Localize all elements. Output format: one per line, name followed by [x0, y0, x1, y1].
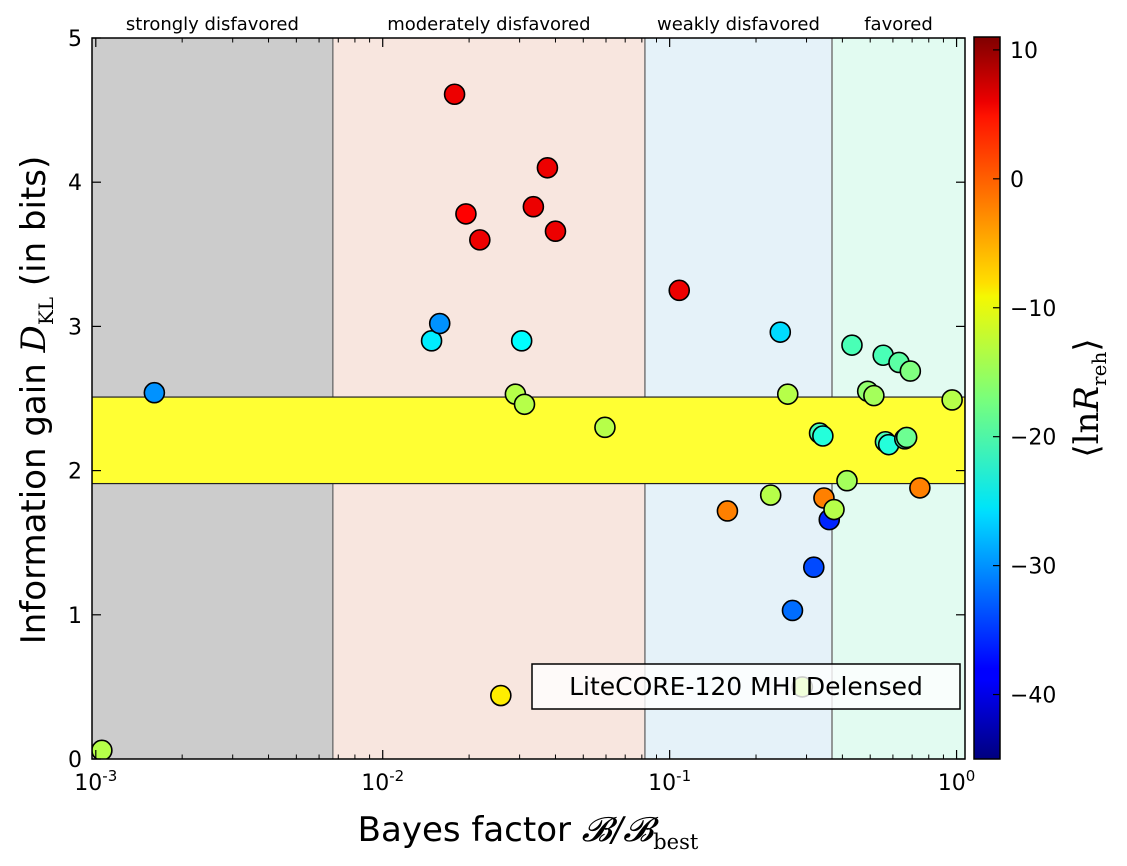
y-tick-label: 0 [68, 748, 82, 773]
data-point [759, 484, 782, 506]
colorbar-tick-label: −30 [1010, 555, 1056, 580]
region-label: moderately disfavored [387, 14, 590, 35]
y-axis-title: Information gain DKL (in bits) [14, 156, 58, 645]
data-point [544, 220, 567, 243]
data-point [420, 330, 443, 352]
y-tick-label: 4 [68, 171, 82, 196]
data-point [455, 203, 477, 225]
x-tick-label: 10-1 [648, 767, 691, 796]
data-point [668, 279, 691, 302]
data-point [895, 426, 918, 449]
data-point [594, 416, 616, 439]
data-point [781, 599, 804, 622]
data-point [899, 360, 922, 382]
colorbar-tick-label: −20 [1010, 426, 1056, 451]
region-labels: strongly disfavored moderately disfavored… [126, 14, 933, 35]
x-tick-label: 100 [938, 767, 976, 796]
data-point [92, 739, 113, 759]
x-tick-label: 10-2 [361, 767, 404, 796]
data-point [536, 156, 559, 179]
colorbar-tick-label: −10 [1010, 297, 1056, 322]
x-axis-title: Bayes factor 𝓑/𝓑best [358, 810, 699, 854]
y-tick-label: 1 [68, 604, 82, 629]
colorbar-tick-label: 0 [1010, 168, 1024, 193]
data-point [823, 498, 845, 521]
annotation-box: LiteCORE-120 MHI Delensed [531, 663, 961, 710]
data-point [776, 383, 799, 405]
data-point [716, 500, 739, 522]
colorbar-tick-label: 10 [1010, 39, 1038, 64]
data-point [443, 83, 466, 106]
plot-frame [91, 37, 966, 760]
data-point [812, 425, 834, 447]
data-point [909, 477, 931, 499]
region-label: strongly disfavored [126, 14, 299, 35]
data-point [841, 334, 863, 356]
data-point [941, 389, 963, 411]
data-point [510, 330, 533, 352]
region-label: weakly disfavored [657, 14, 820, 35]
colorbar-title: ⟨lnRreh⟩ [1067, 338, 1111, 457]
data-point [769, 321, 792, 343]
data-point [490, 684, 512, 707]
data-point [513, 393, 536, 416]
data-point [469, 229, 491, 251]
y-tick-label: 5 [68, 27, 82, 52]
data-point [143, 381, 166, 404]
region-label: favored [864, 14, 933, 35]
y-tick-label: 3 [68, 315, 82, 340]
data-point [803, 556, 825, 579]
data-point [863, 384, 885, 407]
axis-ticks: 10-3 10-2 10-1 100 0 1 2 3 4 5 [68, 27, 975, 796]
colorbar-ticks: 10 0 −10 −20 −30 −40 [993, 39, 1056, 709]
data-point [522, 195, 545, 218]
x-tick-label: 10-3 [74, 767, 117, 796]
data-point [836, 469, 858, 492]
annotation-text: LiteCORE-120 MHI Delensed [569, 672, 923, 701]
data-point [428, 312, 451, 335]
y-tick-label: 2 [68, 460, 82, 485]
colorbar-gradient [973, 36, 1001, 760]
colorbar: 10 0 −10 −20 −30 −40 ⟨lnRreh⟩ [973, 36, 1111, 760]
data-points [92, 83, 963, 759]
colorbar-tick-label: −40 [1010, 684, 1056, 709]
